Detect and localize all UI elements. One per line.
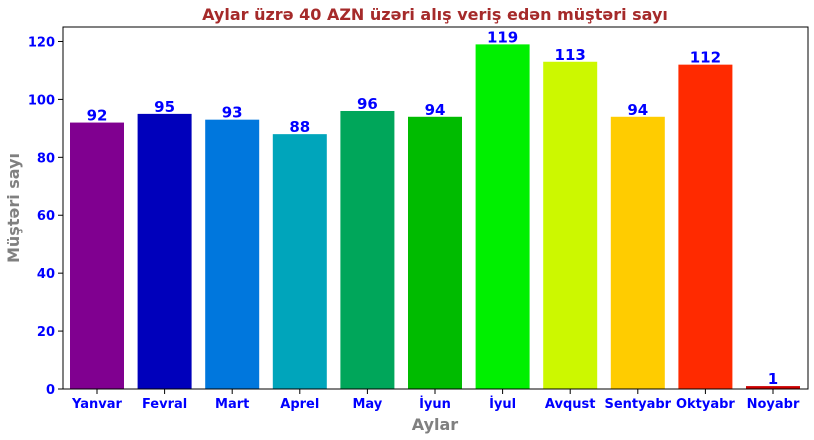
- x-tick-label: İyul: [489, 396, 516, 412]
- bar-value-label: 113: [555, 46, 586, 64]
- bar-may: [340, 110, 395, 389]
- plot-area: 0 20 40 60 80 100 120 Yanvar 92 Fevral 95 Mart 93 Apr…: [28, 28, 800, 412]
- bar-mart: [205, 119, 260, 389]
- bar-yanvar: [70, 122, 124, 390]
- x-tick-label: Avqust: [545, 397, 596, 412]
- bar-i̇yul: [475, 44, 530, 389]
- y-axis-label: Müştəri sayı: [4, 153, 23, 263]
- x-tick-label: Yanvar: [71, 397, 122, 412]
- bar-value-label: 88: [289, 118, 310, 136]
- bar-value-label: 94: [627, 101, 648, 119]
- bar-value-label: 95: [154, 98, 175, 116]
- y-tick-label: 60: [37, 209, 55, 224]
- x-tick-label: Aprel: [280, 397, 319, 412]
- bar-i̇yun: [408, 116, 462, 389]
- x-tick-label: Mart: [215, 397, 249, 412]
- bar-avqust: [543, 61, 598, 389]
- chart-title: Aylar üzrə 40 AZN üzəri alış veriş edən …: [202, 5, 668, 24]
- x-tick-label: May: [353, 397, 383, 412]
- y-tick-label: 0: [46, 383, 55, 398]
- bar-value-label: 119: [487, 28, 518, 46]
- x-tick-label: Sentyabr: [604, 397, 671, 412]
- x-axis-label: Aylar: [412, 415, 459, 434]
- bar-value-label: 93: [222, 104, 243, 122]
- bar-value-label: 96: [357, 95, 378, 113]
- y-tick-label: 20: [37, 325, 55, 340]
- bar-value-label: 92: [87, 107, 108, 125]
- bar-value-label: 1: [768, 370, 778, 388]
- plot-frame: [62, 26, 809, 390]
- y-tick-label: 40: [37, 267, 55, 282]
- bar-noyabr: [746, 386, 800, 389]
- bar-aprel: [272, 134, 327, 389]
- bar-value-label: 112: [690, 49, 721, 67]
- bar-sentyabr: [610, 116, 665, 389]
- y-tick-label: 120: [28, 35, 55, 50]
- bar-value-label: 94: [425, 101, 446, 119]
- x-tick-label: Noyabr: [747, 397, 800, 412]
- x-tick-label: Oktyabr: [676, 397, 735, 412]
- y-tick-label: 100: [28, 93, 55, 108]
- bar-oktyabr: [678, 64, 733, 389]
- x-tick-label: Fevral: [142, 397, 187, 412]
- x-tick-label: İyun: [419, 396, 451, 412]
- y-tick-label: 80: [37, 151, 55, 166]
- bar-fevral: [137, 113, 192, 389]
